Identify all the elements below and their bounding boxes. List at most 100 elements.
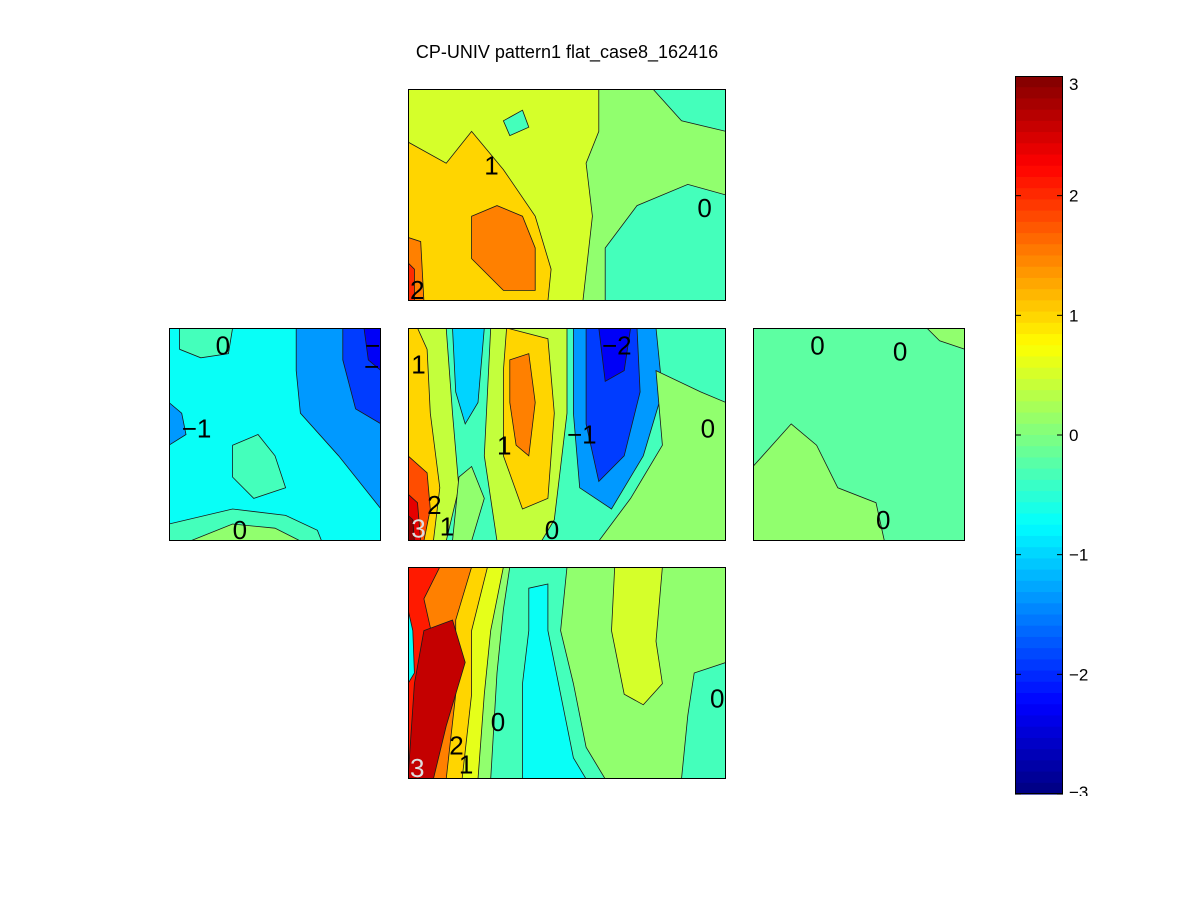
colorbar-tick-label-1: 2	[1069, 187, 1078, 206]
colorbar-svg: 3 2 1 0 −1 −2 −3	[1015, 76, 1088, 796]
colorbar-step-20	[1015, 300, 1063, 313]
colorbar-step-41	[1015, 535, 1063, 548]
contour-label-center-4: −1	[567, 420, 597, 450]
contour-region-top-1	[652, 89, 726, 132]
contour-label-bottom-2: 2	[449, 730, 463, 760]
colorbar-step-29	[1015, 401, 1063, 414]
colorbar-tick-label-2: 1	[1069, 306, 1078, 325]
colorbar: 3 2 1 0 −1 −2 −3	[1015, 76, 1105, 796]
panel-frame-bottom	[408, 567, 726, 779]
colorbar-tick-label-3: 0	[1069, 426, 1078, 445]
colorbar-step-51	[1015, 648, 1063, 660]
contour-region-top-7	[408, 262, 415, 301]
contour-label-right-0: 0	[810, 330, 824, 360]
contour-region-left-5	[169, 401, 187, 446]
contour-region-center-9	[585, 328, 641, 483]
colorbar-step-33	[1015, 446, 1063, 459]
colorbar-step-26	[1015, 367, 1063, 380]
contour-label-center-5: 2	[427, 490, 441, 520]
colorbar-step-8	[1015, 165, 1063, 178]
chart-title: CP-UNIV pattern1 flat_case8_162416	[415, 42, 719, 62]
contour-label-left-0: 0	[216, 330, 230, 360]
contour-region-right-0	[753, 423, 885, 541]
colorbar-step-59	[1015, 737, 1063, 750]
colorbar-step-7	[1015, 154, 1063, 167]
colorbar-step-39	[1015, 513, 1063, 526]
colorbar-step-24	[1015, 345, 1063, 358]
colorbar-step-50	[1015, 636, 1063, 649]
colorbar-step-17	[1015, 266, 1063, 279]
contour-label-bottom-0: 0	[710, 684, 724, 714]
colorbar-step-57	[1015, 715, 1063, 728]
colorbar-step-2	[1015, 98, 1063, 111]
contour-region-center-7	[408, 514, 415, 541]
contour-panel-left: 0 −2−2 −1 0	[169, 328, 381, 541]
contour-region-left-3	[190, 523, 301, 541]
contour-label-bottom-1: 0	[491, 707, 505, 737]
contour-panel-right: 0 0 0	[753, 328, 965, 541]
colorbar-step-52	[1015, 659, 1063, 672]
contour-label-left-2: −2	[364, 352, 381, 382]
colorbar-step-53	[1015, 670, 1063, 683]
colorbar-step-47	[1015, 603, 1063, 616]
colorbar-step-18	[1015, 277, 1063, 290]
contour-label-center-6: 1	[440, 511, 454, 541]
contour-label-center-1: 1	[411, 349, 425, 379]
colorbar-step-32	[1015, 435, 1063, 447]
contour-region-right-1	[926, 328, 965, 350]
contour-label-left-1: −2	[365, 330, 381, 360]
contour-region-center-13	[452, 465, 485, 541]
panel-frame-center	[408, 328, 726, 541]
colorbar-step-10	[1015, 188, 1063, 201]
contour-region-bottom-2	[611, 567, 663, 706]
colorbar-tick-label-5: −2	[1069, 665, 1088, 684]
colorbar-step-3	[1015, 109, 1063, 122]
contour-panel-top: 1 0 2	[408, 89, 726, 301]
colorbar-step-61	[1015, 760, 1063, 773]
contour-label-left-3: −1	[182, 413, 212, 443]
contour-region-bottom-1	[522, 583, 587, 779]
colorbar-step-46	[1015, 592, 1063, 604]
contour-panel-center: −2 1 0 1 −1 2 1 0 3	[408, 328, 726, 541]
colorbar-step-28	[1015, 390, 1063, 402]
colorbar-step-11	[1015, 199, 1063, 212]
colorbar-step-6	[1015, 143, 1063, 156]
colorbar-step-36	[1015, 479, 1063, 492]
contour-label-bottom-4: 3	[410, 753, 424, 779]
colorbar-step-40	[1015, 524, 1063, 537]
colorbar-step-49	[1015, 625, 1063, 638]
contour-label-center-8: 3	[411, 513, 425, 541]
colorbar-step-4	[1015, 120, 1063, 133]
colorbar-step-37	[1015, 491, 1063, 503]
contour-label-top-2: 2	[410, 275, 424, 301]
contour-label-top-1: 0	[697, 193, 711, 223]
contour-region-left-7	[363, 328, 381, 372]
contour-region-center-4	[509, 353, 536, 457]
colorbar-step-14	[1015, 233, 1063, 245]
colorbar-step-22	[1015, 322, 1063, 335]
colorbar-step-63	[1015, 782, 1063, 795]
panel-frame-left	[169, 328, 381, 541]
colorbar-step-0	[1015, 76, 1063, 88]
contour-label-center-7: 0	[545, 515, 559, 541]
panel-frame-right	[753, 328, 965, 541]
contour-label-center-0: −2	[602, 330, 632, 360]
colorbar-step-13	[1015, 221, 1063, 234]
contour-plot-top: 1 0 2	[408, 89, 726, 301]
contour-label-top-0: 1	[484, 151, 498, 181]
contour-plot-right: 0 0 0	[753, 328, 965, 541]
colorbar-step-1	[1015, 87, 1063, 100]
colorbar-step-38	[1015, 502, 1063, 515]
colorbar-step-15	[1015, 244, 1063, 257]
colorbar-step-62	[1015, 771, 1063, 784]
contour-label-center-2: 0	[701, 413, 715, 443]
colorbar-tick-label-0: 3	[1069, 76, 1078, 94]
contour-region-top-2	[604, 183, 726, 301]
colorbar-step-54	[1015, 681, 1063, 694]
colorbar-step-25	[1015, 356, 1063, 369]
colorbar-step-16	[1015, 255, 1063, 268]
contour-region-left-2	[232, 434, 287, 499]
